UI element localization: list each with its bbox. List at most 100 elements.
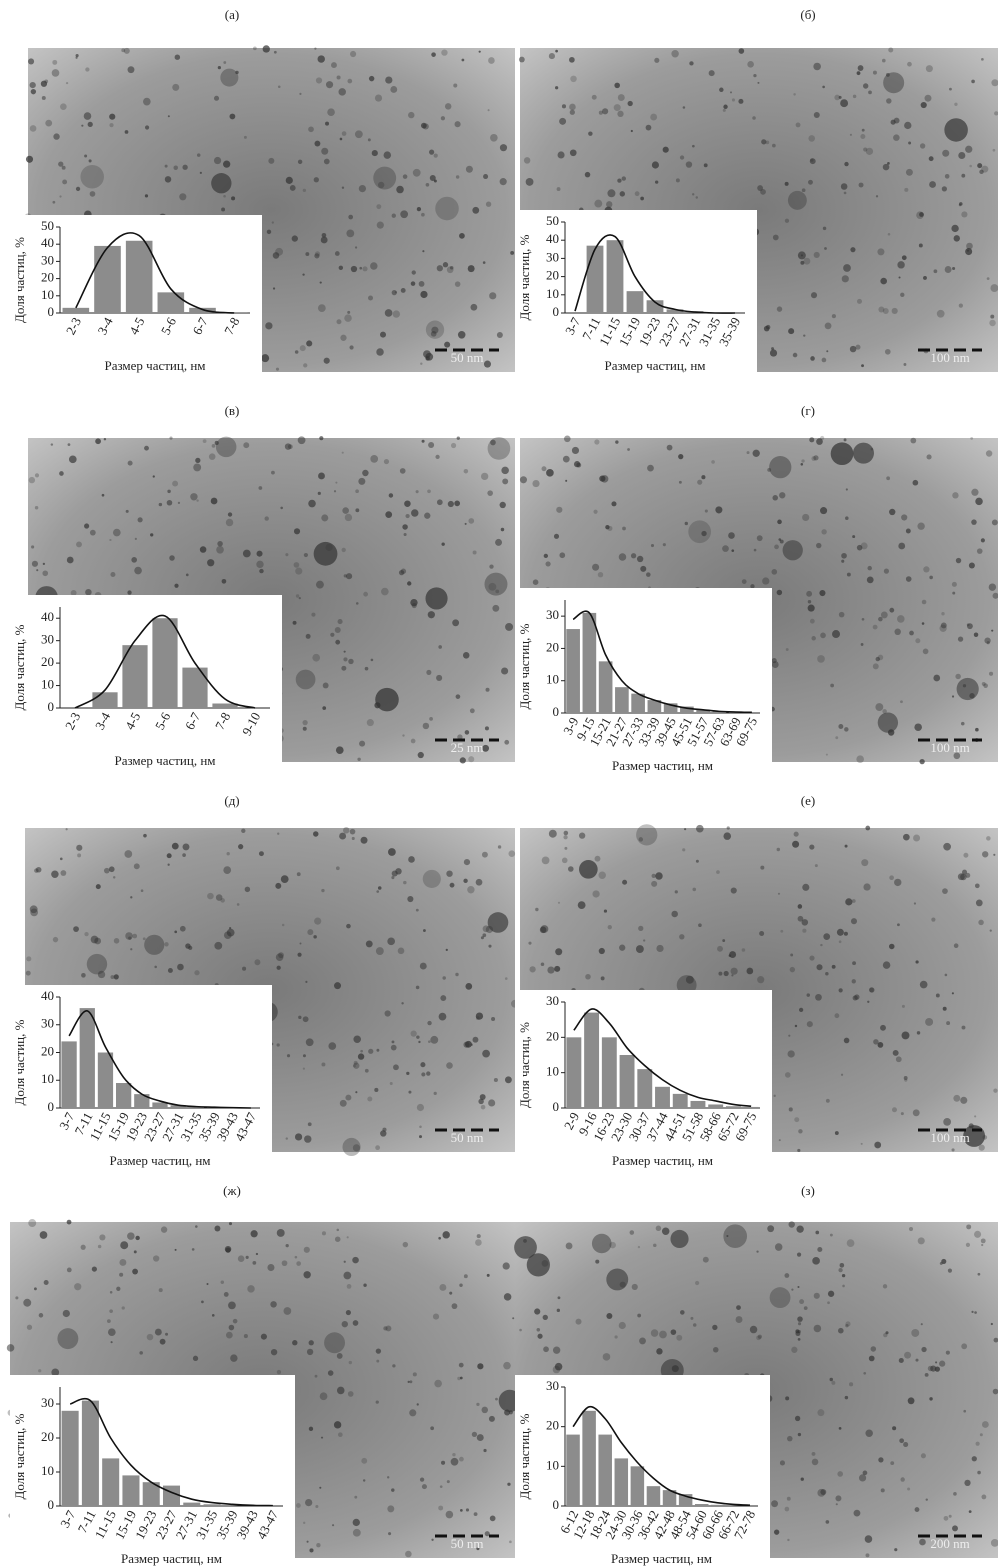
particle [90,935,99,944]
particle [254,959,261,966]
particle [66,1219,72,1225]
x-axis-label: Размер частиц, нм [612,1153,713,1168]
particle [510,250,515,255]
particle [412,1372,417,1377]
particle [403,532,407,537]
fit-curve [74,614,256,709]
particle [797,904,803,909]
particle [838,1327,844,1334]
particle [735,1316,743,1324]
particle [29,125,37,132]
particle [723,104,728,109]
particle [840,99,849,108]
particle [462,652,470,659]
particle [84,523,90,529]
particle [845,898,853,906]
particle [179,925,186,932]
particle [970,437,974,440]
particle [556,506,563,513]
particle [206,1283,209,1286]
particle [422,250,425,253]
particle [750,584,755,589]
bar [678,1494,693,1506]
particle [182,853,186,857]
particle [646,572,651,577]
particle [852,961,857,966]
particle [51,69,60,77]
particle [317,304,326,312]
particle [499,178,507,186]
particle [862,1470,868,1476]
particle [814,864,818,868]
particle [722,108,726,112]
particle [410,598,418,607]
particle [336,319,342,325]
particle [354,130,363,139]
particle [341,186,345,189]
particle [433,179,437,183]
particle [463,878,468,884]
particle [167,968,173,973]
particle [228,1324,235,1331]
particle [594,199,603,208]
particle [920,1453,926,1459]
particle [62,1309,70,1318]
particle [966,623,970,627]
particle [119,1258,127,1266]
particle [130,948,133,951]
particle [991,79,998,87]
particle [785,1396,790,1401]
x-axis-label: Размер частиц, нм [604,358,705,373]
y-axis-label: Доля частиц, % [12,1019,27,1105]
particle [285,1137,288,1140]
particle [260,1333,267,1340]
particle [795,122,801,128]
particle [195,1225,198,1228]
particle [831,314,836,319]
particle [898,1357,904,1364]
particle [905,528,911,534]
particle [556,1308,561,1313]
panel-label: (в) [225,403,240,418]
particle [230,1354,238,1362]
particle [484,1531,490,1537]
particle [731,98,735,102]
particle [315,77,323,84]
particle [679,934,685,940]
bar [61,1410,79,1506]
particle [816,438,823,445]
particle [973,632,979,637]
y-tick-label: 30 [41,252,54,267]
particle [407,895,414,903]
particle [643,939,646,942]
particle [454,500,461,507]
particle [375,1348,382,1354]
particle [113,938,120,944]
particle [636,555,644,563]
y-tick-label: 20 [41,1429,54,1444]
particle [174,930,178,934]
particle [981,681,986,686]
particle [353,1064,356,1068]
particle [332,1524,335,1527]
particle [321,1062,326,1067]
particle [391,290,397,296]
particle [756,1250,759,1253]
x-axis-label: Размер частиц, нм [109,1153,210,1168]
particle [313,831,319,837]
x-tick-label: 7-8 [212,710,233,732]
y-axis-label: Доля частиц, % [517,1413,532,1499]
particle [786,1496,791,1501]
particle [407,1380,410,1383]
particle [545,561,551,567]
particle [374,94,383,102]
particle [773,1094,776,1098]
x-axis-label: Размер частиц, нм [114,753,215,768]
particle [532,479,540,488]
particle [60,870,67,876]
particle [629,1230,635,1235]
particle [784,1072,791,1078]
particle [427,489,431,494]
particle [160,1226,168,1233]
particle [339,1099,347,1107]
